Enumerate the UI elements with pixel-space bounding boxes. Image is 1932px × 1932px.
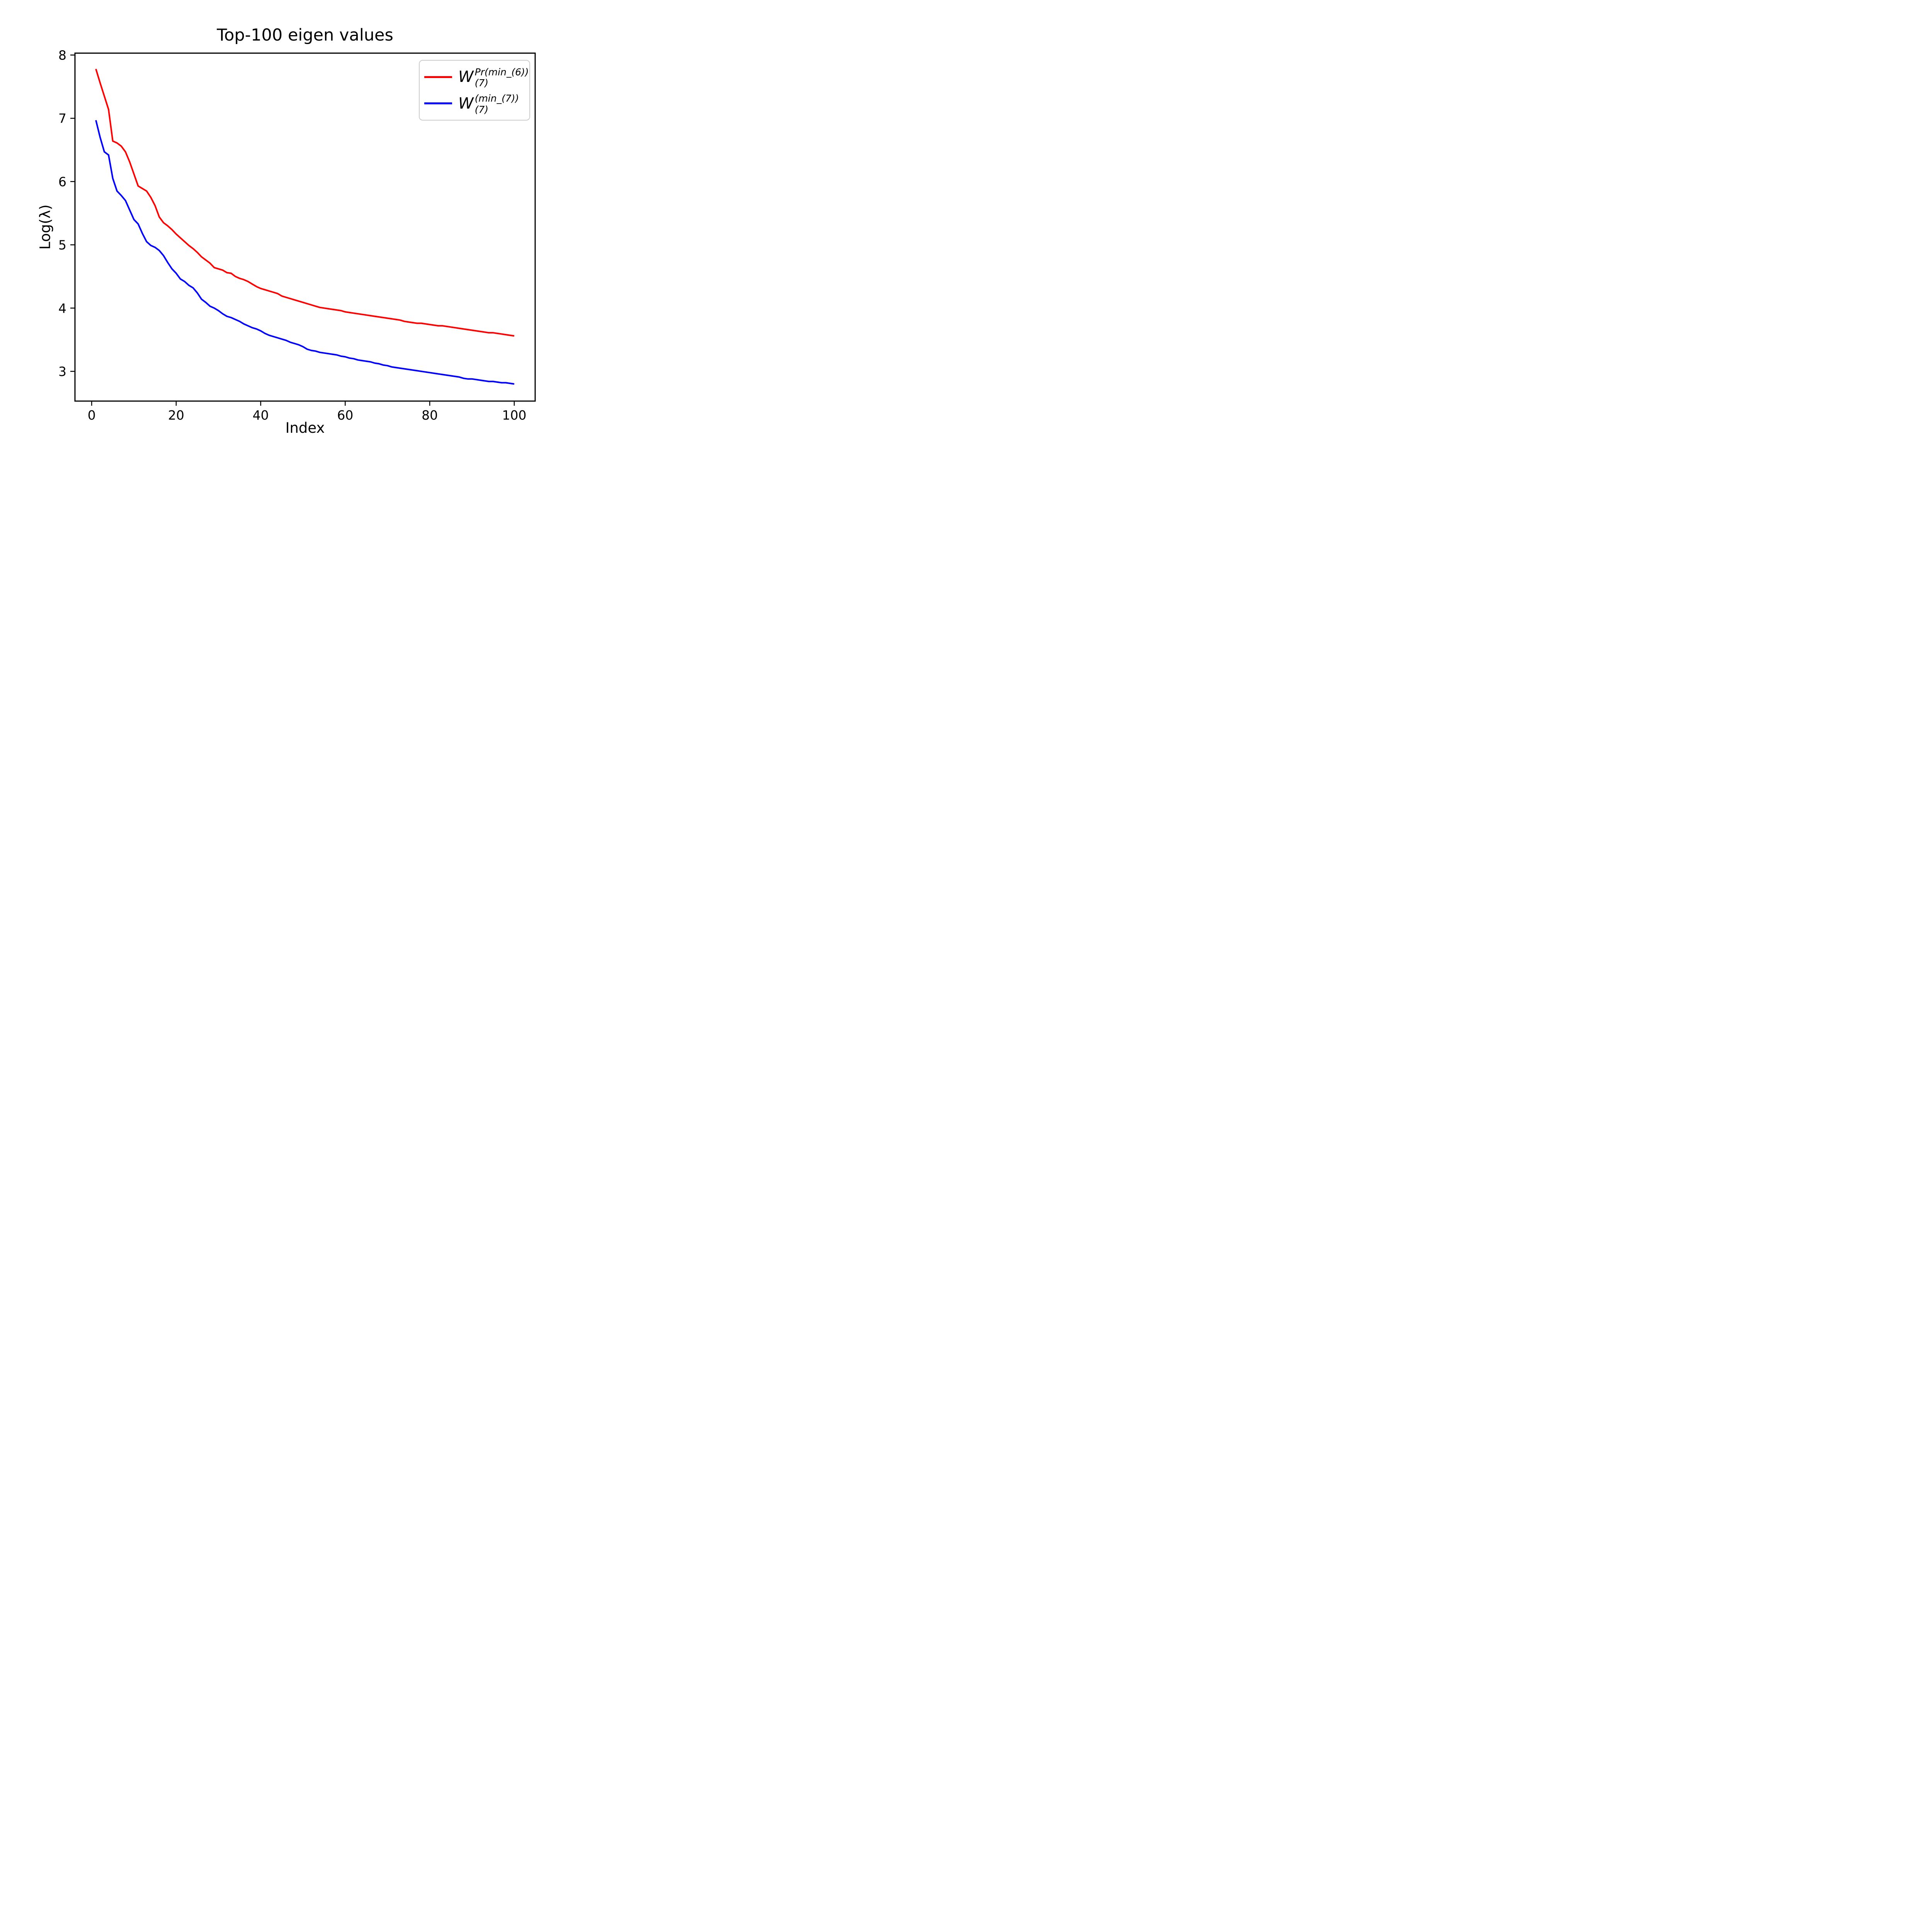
y-tick-label: 4: [58, 301, 66, 316]
figure: 0 20 40 60 80 100 3 4 5 6 7 8 Top-100 eigen values …: [0, 0, 594, 445]
y-tick-label: 7: [58, 111, 66, 126]
chart-title: Top-100 eigen values: [217, 26, 393, 45]
x-tick-label: 40: [253, 408, 269, 423]
legend-label-subscript: (7): [474, 104, 488, 115]
axes-spines: [74, 53, 536, 402]
x-tick-label: 0: [88, 408, 96, 423]
legend-label-base: W: [458, 94, 474, 112]
legend-label-superscript: (min_(7)): [474, 93, 519, 104]
legend-line-sample-blue: [424, 102, 452, 105]
series-line-red: [95, 68, 515, 337]
x-tick-label: 20: [168, 408, 184, 423]
x-tick-label: 80: [422, 408, 438, 423]
legend-label-blue-series: W (min_(7)) (7): [458, 92, 519, 115]
legend-line-sample-red: [424, 76, 452, 78]
legend-entry-red-series: W Pr(min_(6)) (7): [424, 66, 529, 88]
legend-label-red-series: W Pr(min_(6)) (7): [458, 66, 529, 88]
series-line-blue: [95, 120, 515, 385]
y-tick-label: 5: [58, 238, 66, 253]
legend-label-superscript: Pr(min_(6)): [474, 66, 529, 78]
x-tick-label: 60: [337, 408, 353, 423]
y-tick-label: 3: [58, 364, 66, 379]
x-tick-label: 100: [502, 408, 526, 423]
y-tick-label: 8: [58, 48, 66, 63]
y-axis-label: Log(λ): [37, 204, 54, 250]
legend-label-base: W: [458, 68, 474, 86]
plot-canvas: 0 20 40 60 80 100 3 4 5 6 7 8: [58, 48, 536, 423]
legend-label-subscript: (7): [474, 77, 488, 89]
x-axis-label: Index: [285, 420, 325, 436]
legend-entry-blue-series: W (min_(7)) (7): [424, 92, 525, 115]
y-tick-label: 6: [58, 174, 66, 189]
legend: W Pr(min_(6)) (7) W (min_(7)) (7): [419, 60, 530, 121]
